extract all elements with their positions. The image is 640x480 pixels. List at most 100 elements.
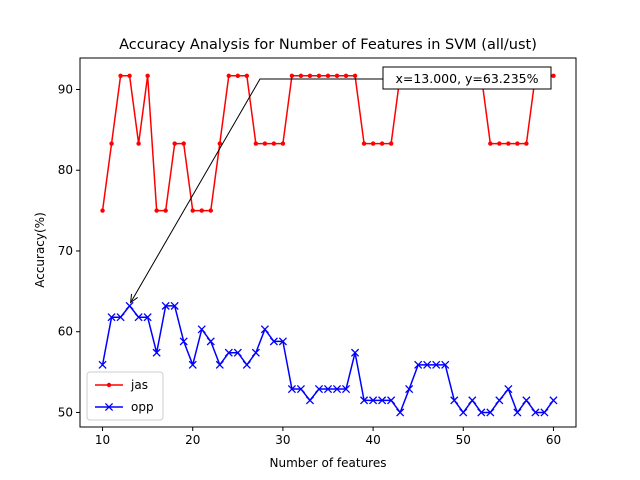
x-tick-label: 60	[546, 433, 561, 447]
point-jas	[515, 141, 520, 146]
y-tick-label: 90	[58, 82, 73, 96]
point-jas	[334, 73, 340, 78]
y-tick-label: 80	[58, 163, 73, 177]
point-jas	[280, 141, 286, 146]
y-axis-title: Accuracy(%)	[33, 212, 47, 288]
point-opp	[468, 396, 477, 405]
point-opp	[432, 360, 441, 369]
point-jas	[361, 141, 367, 146]
point-opp	[341, 384, 351, 394]
point-opp	[450, 396, 459, 405]
plot-area	[79, 57, 577, 428]
point-opp	[459, 408, 468, 417]
point-jas	[370, 141, 376, 146]
point-opp	[278, 337, 287, 346]
point-opp	[143, 313, 152, 322]
point-opp	[152, 348, 161, 357]
x-tick-label: 50	[456, 433, 471, 447]
point-jas	[217, 141, 222, 146]
x-tick-label: 10	[95, 433, 110, 447]
point-jas	[488, 141, 493, 146]
point-jas	[497, 141, 502, 146]
point-opp	[549, 396, 558, 405]
point-opp	[188, 360, 197, 369]
point-jas	[172, 141, 177, 146]
legend-label-opp: opp	[131, 400, 154, 414]
point-jas	[136, 141, 141, 146]
point-opp	[513, 408, 522, 417]
legend: jas opp	[86, 371, 164, 421]
point-opp	[215, 360, 224, 369]
x-axis: 10 20 30 40 50 60	[95, 427, 561, 447]
axes-frame	[79, 57, 577, 428]
point-opp	[540, 408, 549, 417]
point-opp	[224, 348, 233, 357]
legend-label-jas: jas	[130, 378, 148, 392]
point-jas	[253, 141, 259, 146]
series-layer	[98, 73, 558, 417]
point-opp	[495, 396, 504, 405]
x-tick-label: 40	[365, 433, 380, 447]
point-jas	[271, 141, 277, 146]
point-opp	[107, 313, 116, 322]
point-jas	[388, 141, 394, 146]
point-jas	[506, 141, 511, 146]
point-opp	[305, 396, 315, 405]
point-jas	[190, 208, 195, 213]
point-opp	[477, 408, 486, 417]
point-opp	[98, 360, 107, 369]
point-opp	[396, 408, 405, 417]
point-jas	[154, 208, 159, 213]
point-jas	[199, 208, 204, 213]
point-jas	[316, 73, 322, 78]
legend-marker-jas	[106, 382, 112, 388]
point-opp	[134, 313, 143, 322]
point-opp	[242, 360, 251, 369]
point-opp	[161, 301, 170, 310]
y-tick-label: 60	[58, 325, 73, 339]
annotation: x=13.000, y=63.235%	[129, 66, 552, 304]
point-jas	[307, 73, 313, 78]
point-jas	[352, 73, 358, 78]
point-jas	[244, 73, 250, 78]
point-opp	[197, 325, 206, 334]
point-jas	[118, 73, 123, 78]
point-opp	[332, 384, 342, 394]
point-opp	[350, 348, 360, 357]
point-opp	[170, 301, 179, 310]
point-opp	[378, 396, 387, 405]
point-opp	[486, 408, 495, 417]
point-jas	[262, 141, 268, 146]
point-jas	[226, 73, 231, 78]
legend-box	[86, 371, 164, 421]
annotation-arrowhead	[129, 293, 138, 304]
point-jas	[298, 73, 304, 78]
point-jas	[551, 73, 556, 78]
point-opp	[269, 337, 278, 346]
annotation-text: x=13.000, y=63.235%	[395, 71, 538, 86]
point-jas	[145, 73, 150, 78]
point-opp	[260, 325, 269, 334]
point-opp	[287, 384, 296, 394]
point-jas	[289, 73, 295, 78]
x-tick-label: 20	[185, 433, 200, 447]
annotation-box	[382, 66, 552, 90]
point-opp	[125, 301, 134, 310]
point-jas	[343, 73, 349, 78]
point-jas	[181, 141, 186, 146]
point-jas	[379, 141, 385, 146]
point-opp	[504, 384, 513, 394]
point-jas	[325, 73, 331, 78]
point-opp	[251, 348, 260, 357]
point-opp	[116, 313, 125, 322]
chart-title: Accuracy Analysis for Number of Features…	[119, 37, 537, 53]
point-opp	[323, 384, 333, 394]
point-opp	[441, 360, 450, 369]
point-opp	[360, 396, 369, 405]
point-jas	[235, 73, 241, 78]
point-opp	[423, 360, 432, 369]
legend-marker-opp	[104, 402, 114, 412]
point-jas	[163, 208, 168, 213]
point-opp	[233, 348, 242, 357]
